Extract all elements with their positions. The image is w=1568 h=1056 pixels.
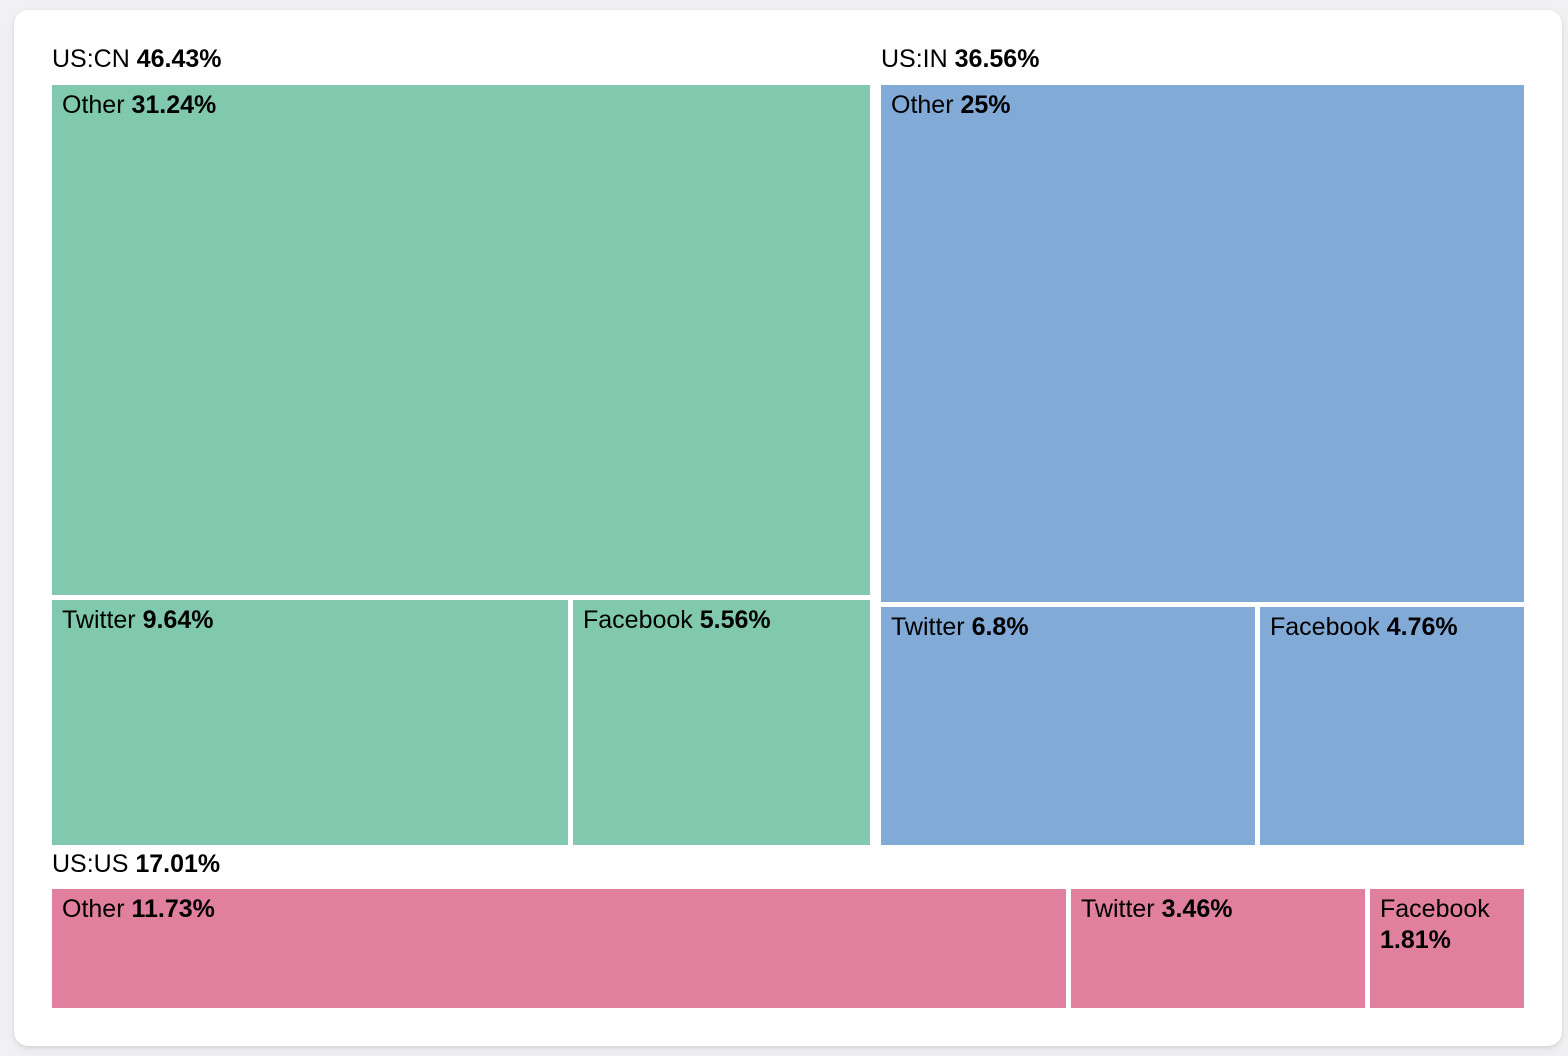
group-name: US:US bbox=[52, 850, 129, 878]
cell-value: 31.24% bbox=[131, 91, 217, 119]
group-value: 46.43% bbox=[136, 45, 222, 73]
group-header-us-cn[interactable]: US:CN 46.43% bbox=[52, 44, 222, 74]
cell-us-cn-other[interactable]: Other 31.24% bbox=[52, 85, 870, 595]
cell-value: 25% bbox=[960, 91, 1011, 119]
cell-us-in-other[interactable]: Other 25% bbox=[881, 85, 1524, 602]
cell-us-us-other[interactable]: Other 11.73% bbox=[52, 889, 1066, 1008]
cell-name: Facebook bbox=[1380, 895, 1490, 923]
cell-name: Facebook bbox=[1270, 613, 1380, 641]
cell-us-cn-facebook[interactable]: Facebook 5.56% bbox=[573, 600, 870, 845]
cell-name: Other bbox=[62, 895, 125, 923]
cell-value: 1.81% bbox=[1380, 926, 1451, 954]
cell-us-cn-twitter[interactable]: Twitter 9.64% bbox=[52, 600, 568, 845]
cell-name: Other bbox=[62, 91, 125, 119]
cell-name: Facebook bbox=[583, 606, 693, 634]
cell-value: 9.64% bbox=[142, 606, 214, 634]
cell-value: 3.46% bbox=[1161, 895, 1233, 923]
cell-value: 11.73% bbox=[131, 895, 215, 923]
cell-value: 6.8% bbox=[971, 613, 1029, 641]
group-name: US:CN bbox=[52, 45, 130, 73]
cell-value: 5.56% bbox=[699, 606, 771, 634]
cell-us-in-twitter[interactable]: Twitter 6.8% bbox=[881, 607, 1255, 845]
cell-name: Twitter bbox=[891, 613, 965, 641]
group-value: 17.01% bbox=[135, 850, 221, 878]
cell-name: Twitter bbox=[62, 606, 136, 634]
group-header-us-us[interactable]: US:US 17.01% bbox=[52, 849, 220, 879]
cell-us-us-facebook[interactable]: Facebook 1.81% bbox=[1370, 889, 1524, 1008]
cell-value: 4.76% bbox=[1386, 613, 1458, 641]
cell-name: Twitter bbox=[1081, 895, 1155, 923]
group-name: US:IN bbox=[881, 45, 948, 73]
group-value: 36.56% bbox=[954, 45, 1040, 73]
group-header-us-in[interactable]: US:IN 36.56% bbox=[881, 44, 1039, 74]
cell-us-in-facebook[interactable]: Facebook 4.76% bbox=[1260, 607, 1524, 845]
cell-us-us-twitter[interactable]: Twitter 3.46% bbox=[1071, 889, 1365, 1008]
cell-name: Other bbox=[891, 91, 954, 119]
